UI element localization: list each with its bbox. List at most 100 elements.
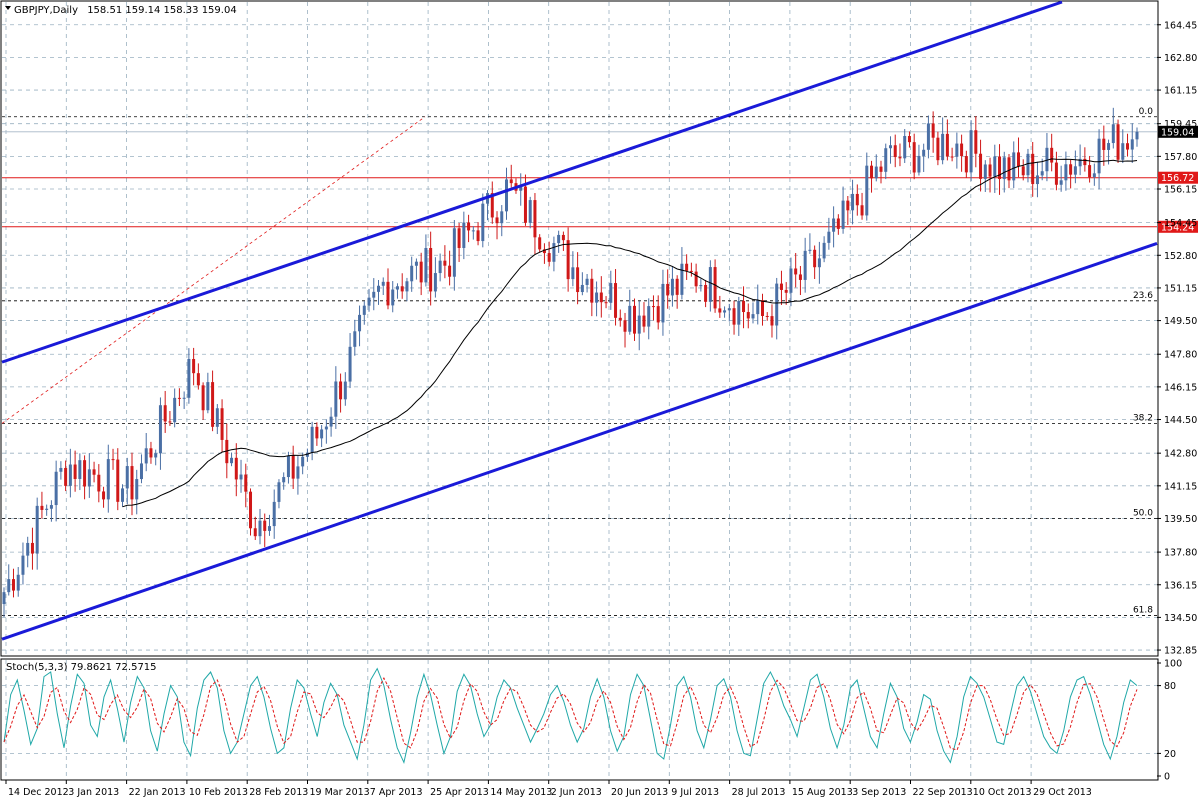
candle xyxy=(315,422,319,446)
time-tick-label: 22 Sep 2013 xyxy=(913,787,973,798)
candle xyxy=(40,491,44,519)
candle xyxy=(339,373,343,413)
chart-menu-arrow-icon[interactable] xyxy=(5,6,11,10)
channel-upper-line[interactable] xyxy=(1,0,1063,364)
candle xyxy=(519,173,523,206)
price-tick-label: 164.45 xyxy=(1164,20,1197,31)
candle xyxy=(680,247,684,300)
candle xyxy=(154,449,158,466)
candle xyxy=(865,152,869,221)
candle xyxy=(457,222,461,262)
time-tick-label: 28 Feb 2013 xyxy=(249,787,308,798)
candle xyxy=(400,273,404,299)
candle xyxy=(1016,137,1020,178)
price-tick-label: 141.15 xyxy=(1164,481,1197,492)
candle xyxy=(898,143,902,167)
price-tick-label: 161.15 xyxy=(1164,86,1197,97)
candle xyxy=(348,333,352,389)
candle xyxy=(215,404,219,435)
candle xyxy=(405,277,409,302)
candle xyxy=(533,193,537,255)
candle xyxy=(742,286,746,329)
candle xyxy=(372,278,376,311)
candle xyxy=(310,421,314,461)
candle xyxy=(983,160,987,192)
price-tick-label: 137.80 xyxy=(1164,548,1197,559)
candle xyxy=(922,143,926,172)
candle xyxy=(59,461,63,480)
candle xyxy=(751,302,755,324)
candle xyxy=(964,150,968,178)
horizontal-line-price-box xyxy=(1158,220,1198,233)
candle xyxy=(808,233,812,254)
channel-lower-line[interactable] xyxy=(1,241,1158,641)
stoch-tick-label: 0 xyxy=(1164,772,1170,783)
candle xyxy=(926,115,930,159)
candle xyxy=(45,504,49,516)
candle xyxy=(73,450,77,492)
candle xyxy=(467,214,471,243)
candle xyxy=(173,388,177,428)
candle xyxy=(187,348,191,404)
candle xyxy=(97,464,101,503)
candle xyxy=(1102,125,1106,166)
candle xyxy=(429,231,433,306)
price-tick-label: 134.50 xyxy=(1164,613,1197,624)
candle xyxy=(196,363,200,390)
candle xyxy=(83,455,87,500)
time-tick-label: 2 Jun 2013 xyxy=(551,787,602,798)
time-tick-label: 3 Sep 2013 xyxy=(852,787,906,798)
candle xyxy=(756,284,760,325)
candle xyxy=(907,131,911,148)
candle xyxy=(708,260,712,312)
candle xyxy=(1026,148,1030,183)
candle xyxy=(1021,159,1025,181)
price-axis: 164.45 162.80 161.15 159.45 157.80 156.15 154.… xyxy=(1157,20,1197,657)
candle xyxy=(855,184,859,216)
candle xyxy=(509,164,513,188)
candle xyxy=(433,257,437,298)
candle xyxy=(538,234,542,253)
candle xyxy=(789,257,793,307)
candle xyxy=(1111,107,1115,149)
time-tick-label: 7 Apr 2013 xyxy=(370,787,423,798)
candle xyxy=(732,300,736,335)
candle xyxy=(718,295,722,318)
time-tick-label: 10 Oct 2013 xyxy=(973,787,1032,798)
trend-channel-lines xyxy=(1,0,1158,641)
candle xyxy=(377,279,381,305)
fib-level-label: 61.8 xyxy=(1133,605,1153,615)
candle xyxy=(988,157,992,193)
candle xyxy=(438,253,442,282)
candle xyxy=(651,295,655,321)
candle xyxy=(286,451,290,484)
candle xyxy=(362,301,366,325)
candle xyxy=(974,116,978,168)
candle xyxy=(666,269,670,309)
candle xyxy=(35,497,39,570)
candle xyxy=(585,274,589,293)
candle xyxy=(500,205,504,237)
candle xyxy=(329,407,333,437)
candle xyxy=(201,382,205,420)
price-tick-label: 149.50 xyxy=(1164,316,1197,327)
candlestick-series xyxy=(2,107,1139,618)
price-tick-label: 152.80 xyxy=(1164,251,1197,262)
candle xyxy=(7,564,11,596)
chart-symbol-title: GBPJPY,Daily 158.51 159.14 158.33 159.04 xyxy=(14,5,237,16)
candle xyxy=(443,245,447,279)
candle xyxy=(713,259,717,313)
fib-level-label: 38.2 xyxy=(1133,413,1153,423)
candle xyxy=(106,444,110,513)
moving-average-polyline xyxy=(122,158,1138,508)
time-tick-label: 25 Apr 2013 xyxy=(430,787,489,798)
candle xyxy=(54,460,58,522)
candle xyxy=(632,298,636,341)
candle xyxy=(1050,133,1054,172)
horizontal-line-price-label: 154.24 xyxy=(1161,222,1194,233)
price-tick-label: 154.45 xyxy=(1164,218,1197,229)
candle xyxy=(68,448,72,498)
candle xyxy=(391,281,395,313)
candle xyxy=(874,154,878,182)
